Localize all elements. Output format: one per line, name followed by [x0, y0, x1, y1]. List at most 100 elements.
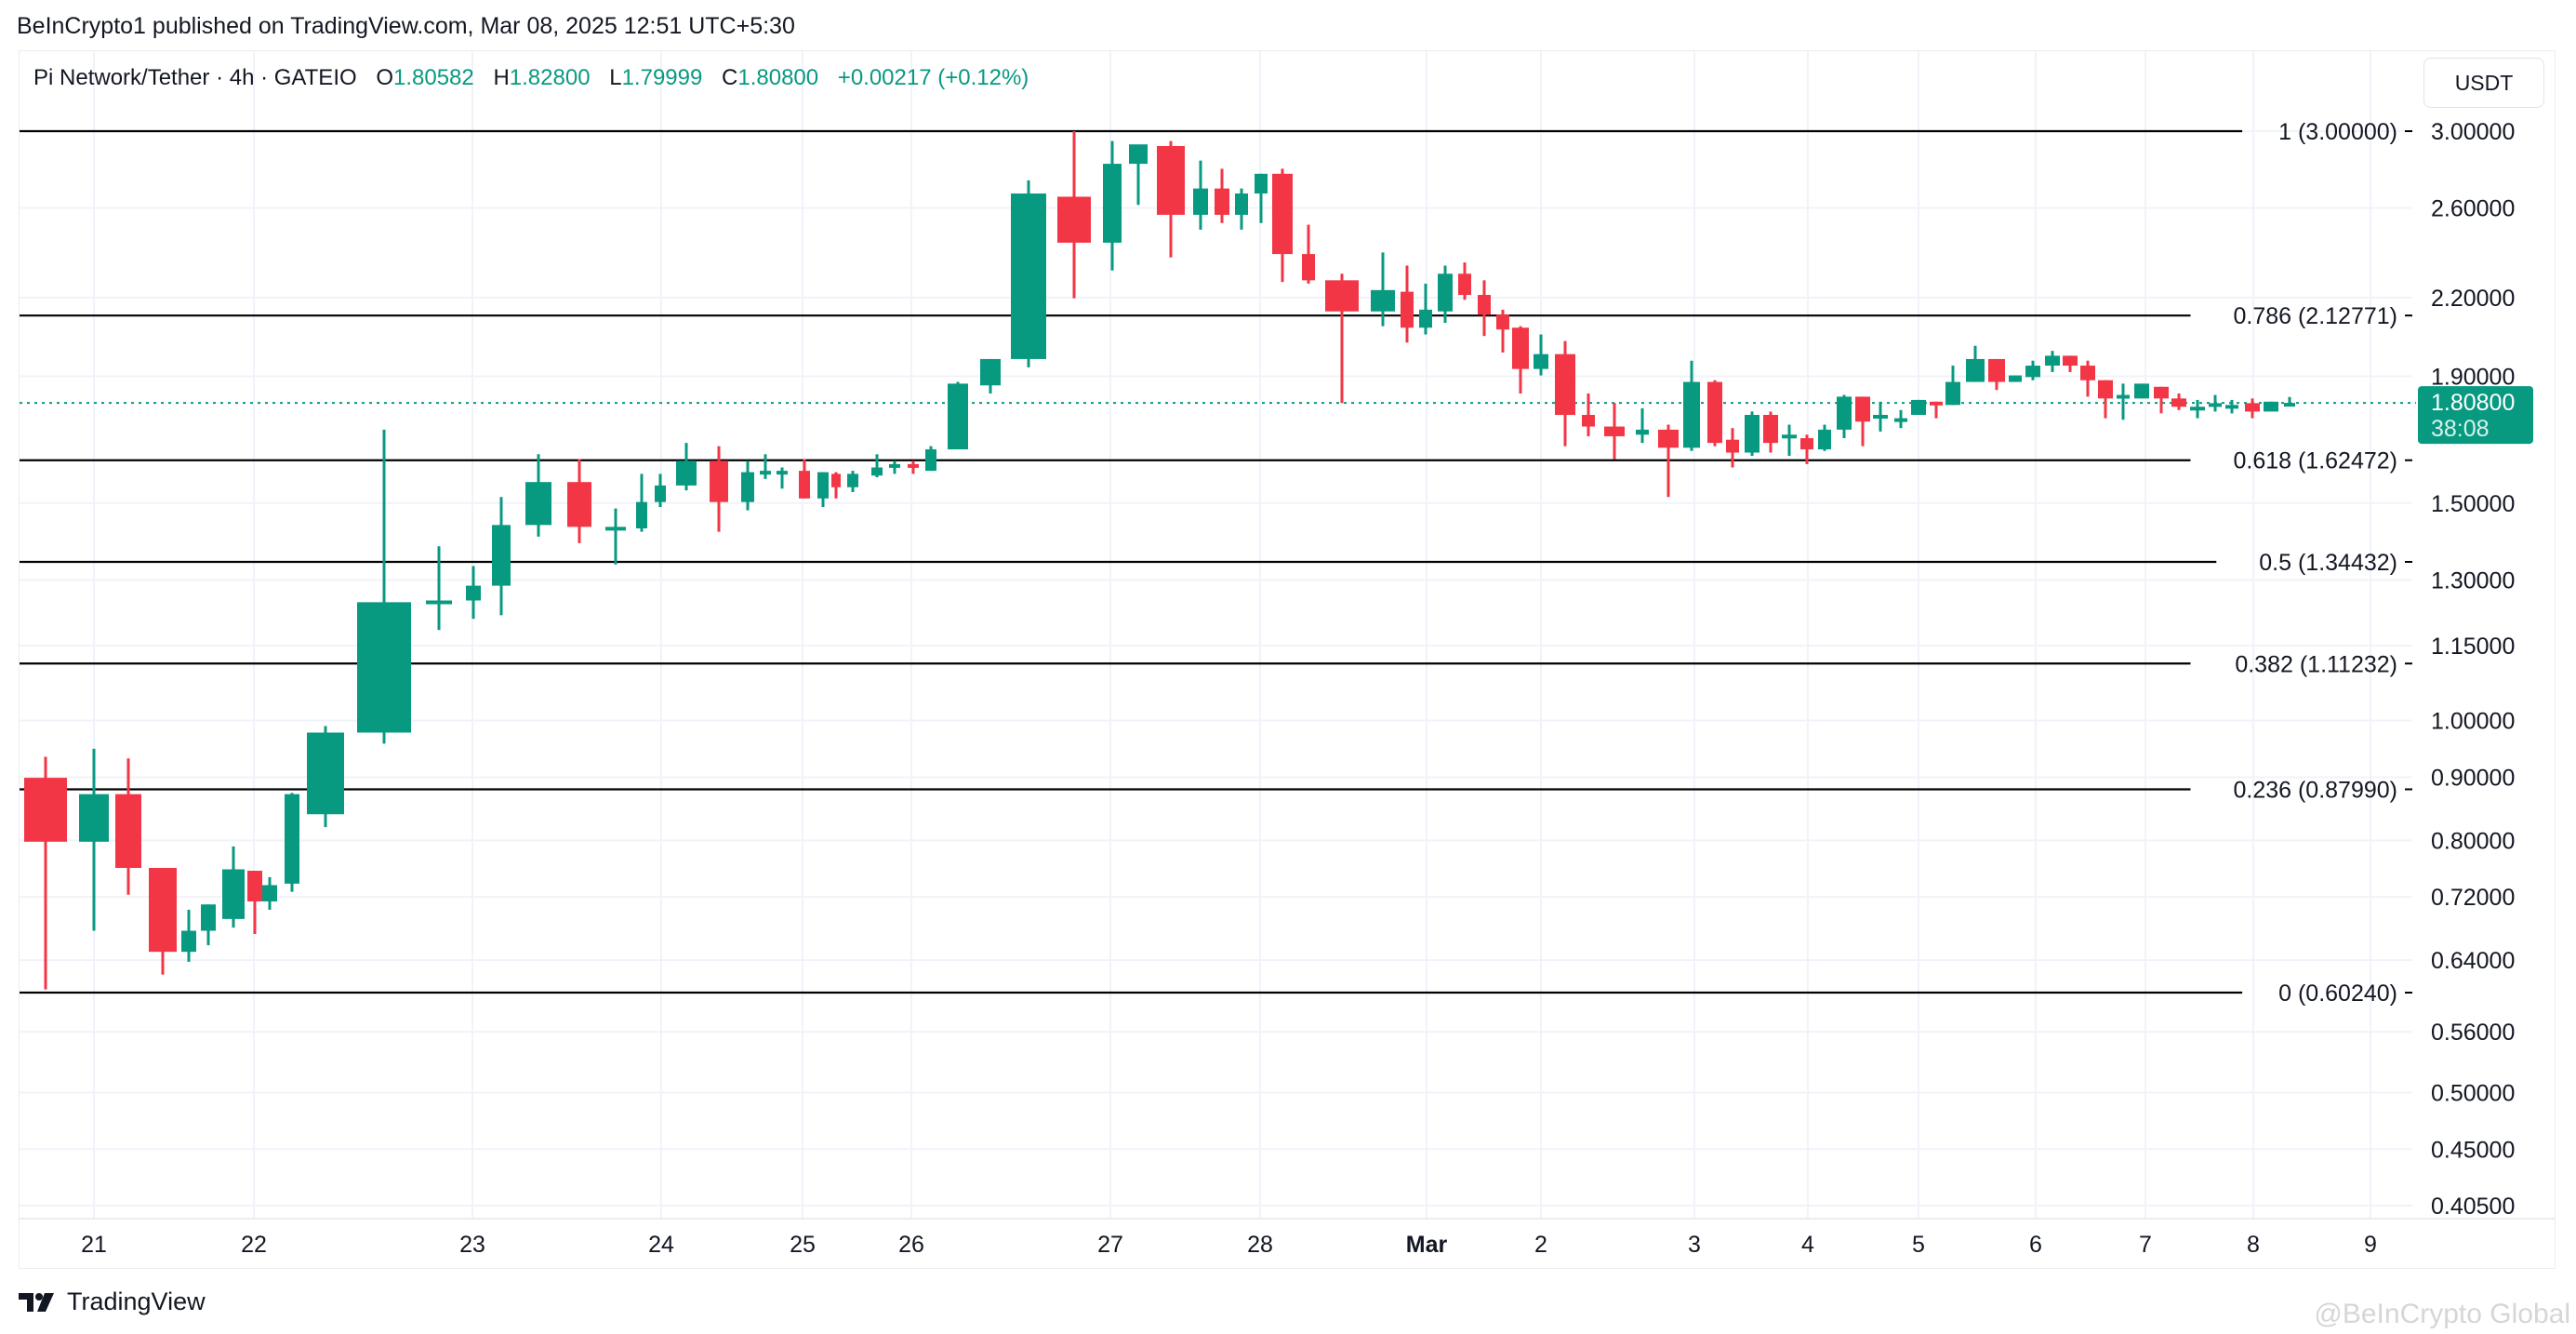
- time-axis[interactable]: 21 22 23 24 25 26 27 28 Mar 2 3 4 5 6 7 8 9: [81, 1232, 2377, 1258]
- price-tick-label: 1.30000: [2431, 567, 2515, 594]
- candle: [605, 508, 626, 565]
- time-tick-label: 4: [1801, 1232, 1814, 1258]
- candle-body: [2098, 380, 2113, 399]
- candle: [79, 748, 109, 931]
- candle-body: [741, 472, 754, 502]
- fib-level-label: 0.382 (1.11232): [2235, 651, 2397, 677]
- candle-body: [777, 471, 788, 475]
- candle-body: [980, 358, 1001, 386]
- candle-body: [2225, 405, 2238, 409]
- candle: [262, 876, 277, 910]
- candle-body: [1057, 196, 1091, 243]
- price-tick-label: 0.90000: [2431, 765, 2515, 791]
- time-tick-label: 27: [1097, 1232, 1123, 1258]
- candle-body: [222, 869, 245, 919]
- candle: [466, 566, 481, 620]
- candle: [2134, 383, 2149, 399]
- currency-button[interactable]: USDT: [2423, 58, 2544, 108]
- candle-body: [1604, 426, 1625, 436]
- close-label: C: [722, 65, 738, 90]
- candle-body: [1911, 399, 1926, 415]
- candle-body: [925, 449, 936, 472]
- candle: [2154, 386, 2169, 414]
- candle: [831, 472, 841, 499]
- candle-body: [1837, 396, 1852, 430]
- candle-body: [1193, 188, 1208, 215]
- candle: [2098, 380, 2113, 419]
- candle-body: [908, 463, 919, 468]
- candle: [2209, 394, 2222, 412]
- time-tick-label: 22: [241, 1232, 267, 1258]
- candle: [1157, 140, 1185, 258]
- candle-body: [2245, 403, 2260, 412]
- candle-body: [2009, 375, 2022, 382]
- last-price-badge: [2418, 386, 2533, 445]
- candle-body: [1555, 354, 1575, 415]
- symbol-title[interactable]: Pi Network/Tether · 4h · GATEIO: [33, 65, 357, 90]
- price-tick-label: 0.64000: [2431, 948, 2515, 974]
- candle: [2080, 360, 2095, 397]
- candle: [1800, 434, 1813, 464]
- candle-body: [307, 732, 344, 815]
- candle-body: [1103, 164, 1122, 243]
- bar-countdown: 38:08: [2431, 416, 2490, 442]
- candle: [655, 474, 666, 508]
- candle: [1438, 265, 1453, 324]
- candle-body: [636, 501, 647, 528]
- candle-body: [1302, 254, 1315, 281]
- fib-level-label: 1 (3.00000): [2278, 119, 2397, 145]
- candle-body: [1894, 418, 1907, 422]
- price-tick-label: 0.50000: [2431, 1080, 2515, 1106]
- candle: [2063, 355, 2078, 372]
- candle: [710, 446, 728, 532]
- candle-body: [79, 794, 109, 842]
- candle-body: [2063, 355, 2078, 367]
- candle: [1658, 424, 1679, 498]
- tradingview-logo[interactable]: TradingView: [19, 1287, 206, 1316]
- candle-body: [1582, 414, 1595, 427]
- candle-body: [655, 485, 666, 502]
- candle: [201, 904, 216, 946]
- price-axis[interactable]: 3.00000 2.60000 2.20000 1.90000 1.50000 1.300…: [2431, 119, 2515, 1220]
- candle-body: [1458, 273, 1471, 296]
- candle-body: [1371, 289, 1395, 312]
- candle-body: [492, 525, 511, 586]
- candle: [799, 459, 810, 499]
- candle-body: [1945, 381, 1960, 406]
- close-value: 1.80800: [737, 65, 819, 90]
- candle: [1302, 224, 1315, 284]
- time-tick-label: 26: [898, 1232, 924, 1258]
- fibonacci-retracement[interactable]: 1 (3.00000) 0.786 (2.12771) 0.618 (1.62472…: [20, 119, 2412, 1007]
- candle: [1555, 340, 1575, 447]
- candle: [1011, 180, 1046, 367]
- candle-body: [2209, 403, 2222, 407]
- candle: [2284, 396, 2295, 407]
- candle: [760, 454, 771, 479]
- candle-body: [1726, 439, 1739, 453]
- publish-info: BeInCrypto1 published on TradingView.com…: [17, 13, 795, 39]
- candle-body: [1255, 173, 1268, 194]
- candle: [1272, 168, 1293, 283]
- candle: [1057, 131, 1091, 299]
- candle: [2045, 351, 2060, 372]
- candle-body: [2154, 386, 2169, 399]
- high-value: 1.82800: [509, 65, 591, 90]
- candle-body: [605, 527, 626, 531]
- time-tick-label: 6: [2029, 1232, 2042, 1258]
- candle-body: [1658, 429, 1679, 448]
- candle-body: [466, 585, 481, 601]
- candle-body: [1272, 173, 1293, 255]
- candle-body: [1930, 401, 1943, 406]
- candle-body: [2284, 403, 2295, 407]
- time-tick-label: 24: [648, 1232, 674, 1258]
- time-tick-label: 7: [2139, 1232, 2152, 1258]
- candle: [1707, 380, 1722, 447]
- candle: [1782, 424, 1797, 457]
- candle: [285, 793, 299, 892]
- candle: [357, 429, 411, 744]
- open-value: 1.80582: [393, 65, 474, 90]
- candle: [567, 459, 591, 543]
- candle: [307, 726, 344, 828]
- candle: [222, 846, 245, 928]
